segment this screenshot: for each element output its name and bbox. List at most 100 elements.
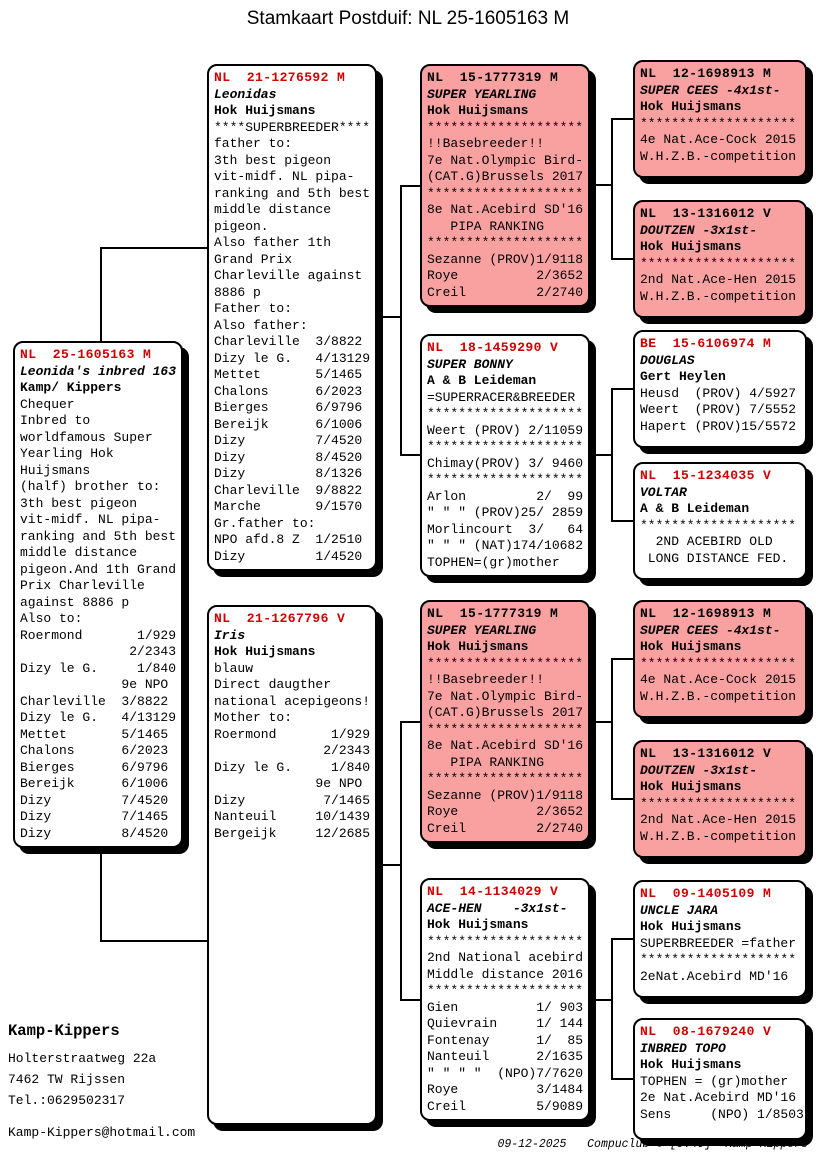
pigeon-name: Iris bbox=[214, 627, 246, 643]
pigeon-name: DOUTZEN -3x1st- bbox=[640, 222, 758, 238]
ring-number: NL 21-1276592 M bbox=[214, 70, 346, 85]
pedigree-box-greatgrandparent-4: NL 15-1234035 V VOLTAR A & B Leideman **… bbox=[633, 462, 807, 580]
performance-text: ******************** 2nd Nat.Ace-Hen 201… bbox=[640, 795, 797, 844]
connector-line bbox=[611, 1078, 633, 1080]
owner-name: A & B Leideman bbox=[640, 501, 750, 516]
pedigree-box-grandfather-paternal: NL 15-1777319 M SUPER YEARLING Hok Huijs… bbox=[420, 64, 590, 307]
pedigree-box-father: NL 21-1276592 M Leonidas Hok Huijsmans *… bbox=[207, 64, 377, 571]
connector-line bbox=[611, 658, 613, 800]
pigeon-name: ACE-HEN -3x1st- bbox=[427, 900, 568, 916]
owner-name: Gert Heylen bbox=[640, 369, 726, 384]
ring-number: NL 12-1698913 M bbox=[640, 606, 772, 621]
ring-number: NL 14-1134029 V bbox=[427, 884, 559, 899]
connector-line bbox=[400, 999, 420, 1001]
performance-text: ****SUPERBREEDER**** father to: 3th best… bbox=[214, 119, 371, 564]
ring-number: NL 21-1267796 V bbox=[214, 611, 346, 626]
performance-text: ******************** 4e Nat.Ace-Cock 201… bbox=[640, 115, 797, 164]
performance-text: Chequer Inbred to worldfamous Super Year… bbox=[20, 396, 177, 841]
connector-line bbox=[611, 118, 633, 120]
owner-name: Hok Huijsmans bbox=[640, 99, 742, 114]
ring-number: NL 13-1316012 V bbox=[640, 206, 772, 221]
owner-name: Hok Huijsmans bbox=[427, 103, 529, 118]
connector-line bbox=[400, 185, 402, 456]
breeder-contact: Kamp-Kippers Holterstraatweg 22a 7462 TW… bbox=[8, 1022, 195, 1140]
pigeon-name: DOUTZEN -3x1st- bbox=[640, 762, 758, 778]
connector-line bbox=[100, 247, 207, 249]
pedigree-box-grandmother-paternal: NL 18-1459290 V SUPER BONNY A & B Leidem… bbox=[420, 334, 590, 577]
ring-number: NL 13-1316012 V bbox=[640, 746, 772, 761]
pigeon-name: SUPER CEES -4x1st- bbox=[640, 622, 781, 638]
pedigree-box-mother: NL 21-1267796 V Iris Hok Huijsmans blauw… bbox=[207, 605, 377, 1125]
performance-text: Heusd (PROV) 4/5927 Weert (PROV) 7/5552 … bbox=[640, 385, 797, 434]
ring-number: NL 09-1405109 M bbox=[640, 886, 772, 901]
pigeon-name: SUPER YEARLING bbox=[427, 86, 537, 102]
connector-line bbox=[590, 454, 611, 456]
breeder-address-street: Holterstraatweg 22a bbox=[8, 1051, 157, 1066]
performance-text: ******************** 2nd National acebir… bbox=[427, 933, 584, 1114]
pigeon-name: UNCLE JARA bbox=[640, 902, 719, 918]
connector-line bbox=[400, 185, 420, 187]
connector-line bbox=[611, 388, 633, 390]
pedigree-box-greatgrandparent-5: NL 12-1698913 M SUPER CEES -4x1st- Hok H… bbox=[633, 600, 807, 718]
ring-number: NL 15-1234035 V bbox=[640, 468, 772, 483]
owner-name: Hok Huijsmans bbox=[427, 639, 529, 654]
performance-text: blauw Direct daugther national acepigeon… bbox=[214, 660, 371, 841]
owner-name: Hok Huijsmans bbox=[640, 1057, 742, 1072]
connector-line bbox=[377, 316, 400, 318]
pedigree-box-greatgrandparent-1: NL 12-1698913 M SUPER CEES -4x1st- Hok H… bbox=[633, 60, 807, 178]
pigeon-name: Leonidas bbox=[214, 86, 277, 102]
connector-line bbox=[611, 258, 633, 260]
connector-line bbox=[611, 520, 633, 522]
pedigree-box-greatgrandparent-8: NL 08-1679240 V INBRED TOPO Hok Huijsman… bbox=[633, 1018, 807, 1140]
connector-line bbox=[400, 454, 420, 456]
connector-line bbox=[611, 938, 613, 1080]
performance-text: TOPHEN = (gr)mother 2e Nat.Acebird MD'16… bbox=[640, 1073, 804, 1122]
owner-name: Hok Huijsmans bbox=[427, 917, 529, 932]
pigeon-name: SUPER YEARLING bbox=[427, 622, 537, 638]
connector-line bbox=[611, 658, 633, 660]
owner-name: Kamp/ Kippers bbox=[20, 380, 122, 395]
pedigree-box-grandmother-maternal: NL 14-1134029 V ACE-HEN -3x1st- Hok Huij… bbox=[420, 878, 590, 1121]
owner-name: Hok Huijsmans bbox=[640, 919, 742, 934]
breeder-address-city: 7462 TW Rijssen bbox=[8, 1072, 126, 1087]
pedigree-box-greatgrandparent-6: NL 13-1316012 V DOUTZEN -3x1st- Hok Huij… bbox=[633, 740, 807, 858]
performance-text: ******************** 4e Nat.Ace-Cock 201… bbox=[640, 655, 797, 704]
performance-text: =SUPERRACER&BREEDER ********************… bbox=[427, 389, 584, 570]
connector-line bbox=[100, 247, 102, 343]
performance-text: ******************** !!Basebreeder!! 7e … bbox=[427, 119, 584, 300]
connector-line bbox=[377, 864, 400, 866]
connector-line bbox=[611, 938, 633, 940]
breeder-name: Kamp-Kippers bbox=[8, 1022, 120, 1040]
connector-line bbox=[100, 940, 207, 942]
ring-number: NL 15-1777319 M bbox=[427, 606, 559, 621]
pigeon-name: SUPER BONNY bbox=[427, 356, 513, 372]
owner-name: Hok Huijsmans bbox=[640, 239, 742, 254]
connector-line bbox=[590, 721, 611, 723]
connector-line bbox=[400, 721, 402, 1001]
owner-name: A & B Leideman bbox=[427, 373, 537, 388]
connector-line bbox=[590, 999, 611, 1001]
pigeon-name: DOUGLAS bbox=[640, 352, 695, 368]
owner-name: Hok Huijsmans bbox=[214, 644, 316, 659]
performance-text: ******************** 2nd Nat.Ace-Hen 201… bbox=[640, 255, 797, 304]
performance-text: SUPERBREEDER =father *******************… bbox=[640, 935, 797, 984]
pedigree-box-greatgrandparent-2: NL 13-1316012 V DOUTZEN -3x1st- Hok Huij… bbox=[633, 200, 807, 318]
owner-name: Hok Huijsmans bbox=[214, 103, 316, 118]
connector-line bbox=[611, 118, 613, 260]
footer-info: 09-12-2025 Compuclub © [9.49] Kamp-Kippe… bbox=[497, 1138, 808, 1151]
ring-number: BE 15-6106974 M bbox=[640, 336, 772, 351]
ring-number: NL 25-1605163 M bbox=[20, 347, 152, 362]
page-title: Stamkaart Postduif: NL 25-1605163 M bbox=[246, 8, 570, 29]
owner-name: Hok Huijsmans bbox=[640, 639, 742, 654]
pedigree-box-greatgrandparent-7: NL 09-1405109 M UNCLE JARA Hok Huijsmans… bbox=[633, 880, 807, 998]
performance-text: ******************** !!Basebreeder!! 7e … bbox=[427, 655, 584, 836]
connector-line bbox=[611, 388, 613, 522]
connector-line bbox=[611, 798, 633, 800]
pigeon-name: SUPER CEES -4x1st- bbox=[640, 82, 781, 98]
breeder-phone: Tel.:0629502317 bbox=[8, 1093, 126, 1108]
ring-number: NL 18-1459290 V bbox=[427, 340, 559, 355]
pigeon-name: INBRED TOPO bbox=[640, 1040, 726, 1056]
connector-line bbox=[100, 846, 102, 942]
ring-number: NL 08-1679240 V bbox=[640, 1024, 772, 1039]
